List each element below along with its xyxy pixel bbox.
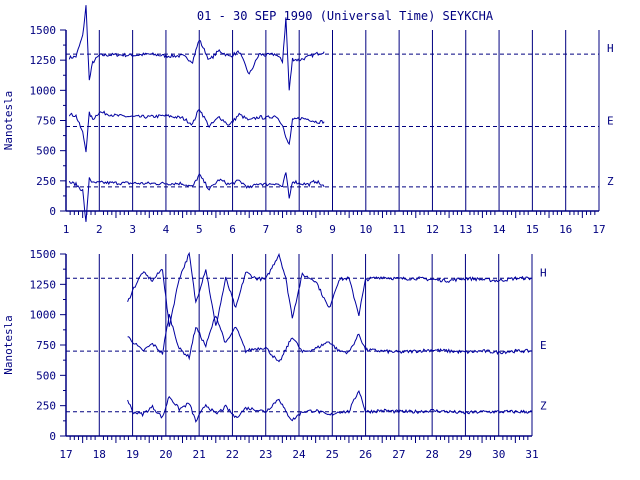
series-line-h <box>68 5 325 91</box>
series-line-z <box>68 172 325 222</box>
component-label-z: Z <box>607 175 614 188</box>
x-tick-label: 17 <box>59 448 72 461</box>
y-tick-label: 0 <box>49 205 56 218</box>
x-tick-label: 30 <box>492 448 505 461</box>
y-tick-label: 0 <box>49 430 56 443</box>
y-tick-label: 750 <box>36 115 56 128</box>
x-tick-label: 31 <box>525 448 538 461</box>
x-tick-label: 26 <box>359 448 372 461</box>
y-tick-label: 250 <box>36 400 56 413</box>
series-line-h <box>127 251 532 327</box>
x-tick-label: 24 <box>292 448 306 461</box>
component-label-e: E <box>607 115 614 128</box>
y-tick-label: 500 <box>36 145 56 158</box>
x-tick-label: 27 <box>392 448 405 461</box>
y-tick-label: 1500 <box>30 248 57 261</box>
series-line-e <box>127 313 533 363</box>
y-tick-label: 1000 <box>30 84 57 97</box>
x-tick-label: 13 <box>459 223 472 236</box>
series-line-e <box>68 108 325 153</box>
series-line-z <box>127 390 533 423</box>
x-tick-label: 8 <box>296 223 303 236</box>
component-label-h: H <box>540 266 547 279</box>
panel-top: 1 2 3 4 5 6 7 8 9 10 11 12 13 14 15 16 17025050075010001… <box>2 5 614 236</box>
x-tick-label: 16 <box>559 223 572 236</box>
x-tick-label: 4 <box>163 223 170 236</box>
x-tick-label: 12 <box>426 223 439 236</box>
x-tick-label: 3 <box>129 223 136 236</box>
x-tick-label: 1 <box>63 223 70 236</box>
y-tick-label: 250 <box>36 175 56 188</box>
y-tick-label: 750 <box>36 339 56 352</box>
component-label-e: E <box>540 339 547 352</box>
chart-title: 01 - 30 SEP 1990 (Universal Time) SEYKCH… <box>197 9 494 23</box>
x-tick-label: 7 <box>263 223 270 236</box>
y-tick-label: 1500 <box>30 24 57 37</box>
x-tick-label: 9 <box>329 223 336 236</box>
x-tick-label: 17 <box>592 223 605 236</box>
x-tick-label: 14 <box>492 223 506 236</box>
x-tick-label: 2 <box>96 223 103 236</box>
x-tick-label: 29 <box>459 448 472 461</box>
component-label-z: Z <box>540 400 547 413</box>
x-tick-label: 15 <box>526 223 539 236</box>
y-tick-label: 1000 <box>30 309 57 322</box>
x-tick-label: 23 <box>259 448 272 461</box>
y-axis-label: Nanotesla <box>2 315 15 375</box>
x-tick-label: 22 <box>226 448 239 461</box>
x-tick-label: 6 <box>229 223 236 236</box>
y-axis-label: Nanotesla <box>2 91 15 151</box>
x-tick-label: 18 <box>93 448 106 461</box>
y-tick-label: 1250 <box>30 278 57 291</box>
panel-bottom: 17 18 19 20 21 22 23 24 25 26 27 28 29 30 31 0 250 500 750… <box>2 248 547 461</box>
component-label-h: H <box>607 42 614 55</box>
y-tick-label: 1250 <box>30 54 57 67</box>
x-tick-label: 21 <box>193 448 206 461</box>
x-tick-label: 10 <box>359 223 372 236</box>
x-tick-label: 20 <box>159 448 172 461</box>
x-tick-label: 25 <box>326 448 339 461</box>
x-tick-label: 28 <box>426 448 439 461</box>
x-tick-label: 19 <box>126 448 139 461</box>
x-tick-label: 11 <box>393 223 406 236</box>
y-tick-label: 500 <box>36 369 56 382</box>
x-tick-label: 5 <box>196 223 203 236</box>
